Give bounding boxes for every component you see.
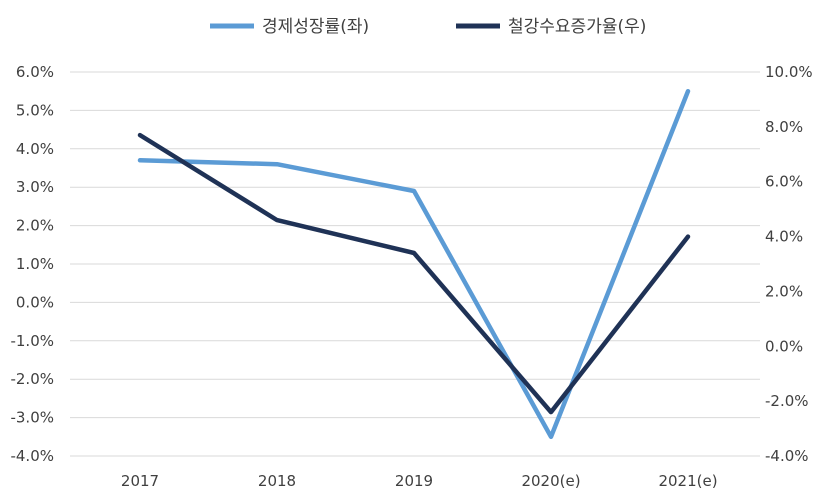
right-tick-label: -2.0% (765, 392, 809, 410)
left-tick-label: 1.0% (16, 255, 54, 273)
series-lines (137, 88, 691, 440)
legend-label: 철강수요증가율(우) (508, 17, 646, 37)
right-tick-label: 6.0% (765, 173, 803, 191)
right-tick-label: -4.0% (765, 447, 809, 465)
legend-label: 경제성장률(좌) (262, 17, 369, 37)
left-tick-label: 5.0% (16, 101, 54, 119)
left-tick-label: -3.0% (10, 409, 54, 427)
x-tick-label: 2017 (121, 472, 159, 490)
left-tick-label: 3.0% (16, 178, 54, 196)
right-tick-label: 4.0% (765, 228, 803, 246)
right-tick-label: 0.0% (765, 337, 803, 355)
right-axis-ticks: 10.0% 8.0% 6.0% 4.0% 2.0% 0.0% -2.0% -4.0% (765, 63, 813, 465)
left-tick-label: -4.0% (10, 447, 54, 465)
left-tick-label: -1.0% (10, 332, 54, 350)
x-axis-ticks: 2017 2018 2019 2020(e) 2021(e) (121, 472, 718, 490)
gridlines (70, 71, 760, 457)
steel-demand-growth-line (137, 132, 691, 415)
x-tick-label: 2021(e) (658, 472, 717, 490)
left-tick-label: -2.0% (10, 370, 54, 388)
right-tick-label: 2.0% (765, 282, 803, 300)
left-tick-label: 2.0% (16, 217, 54, 235)
left-tick-label: 6.0% (16, 63, 54, 81)
x-tick-label: 2019 (395, 472, 433, 490)
x-tick-label: 2020(e) (521, 472, 580, 490)
x-tick-label: 2018 (258, 472, 296, 490)
right-tick-label: 8.0% (765, 118, 803, 136)
left-tick-label: 4.0% (16, 140, 54, 158)
right-tick-label: 10.0% (765, 63, 813, 81)
left-tick-label: 0.0% (16, 293, 54, 311)
legend: 경제성장률(좌) 철강수요증가율(우) (210, 17, 646, 37)
left-axis-ticks: 6.0% 5.0% 4.0% 3.0% 2.0% 1.0% 0.0% -1.0% -2.0% -3… (10, 63, 54, 465)
